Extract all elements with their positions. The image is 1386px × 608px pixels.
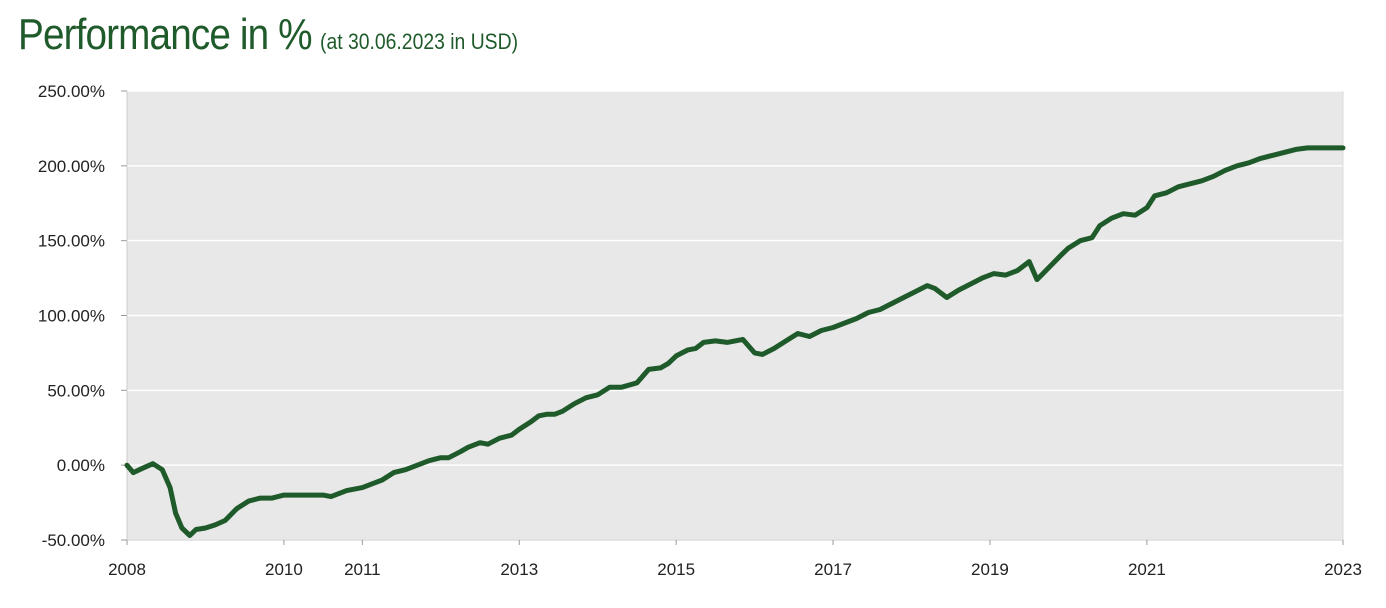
chart-title-row: Performance in % (at 30.06.2023 in USD) xyxy=(18,10,545,60)
x-tick-label: 2011 xyxy=(344,560,381,579)
y-tick-label: 0.00% xyxy=(57,456,105,475)
y-tick-label: 250.00% xyxy=(38,82,105,101)
x-tick-label: 2021 xyxy=(1128,560,1166,579)
y-tick-label: 50.00% xyxy=(47,381,105,400)
x-tick-label: 2008 xyxy=(108,560,146,579)
y-tick-label: 200.00% xyxy=(38,157,105,176)
y-tick-label: -50.00% xyxy=(42,531,105,550)
y-tick-label: 150.00% xyxy=(38,232,105,251)
chart-subtitle: (at 30.06.2023 in USD) xyxy=(320,29,519,54)
x-tick-label: 2019 xyxy=(971,560,1009,579)
x-tick-label: 2010 xyxy=(265,560,303,579)
chart-title: Performance in % xyxy=(18,10,313,59)
x-tick-label: 2017 xyxy=(814,560,852,579)
x-tick-label: 2015 xyxy=(657,560,695,579)
x-tick-label: 2013 xyxy=(500,560,538,579)
y-tick-label: 100.00% xyxy=(38,307,105,326)
performance-line xyxy=(124,145,1346,538)
x-tick-label: 2023 xyxy=(1324,560,1362,579)
